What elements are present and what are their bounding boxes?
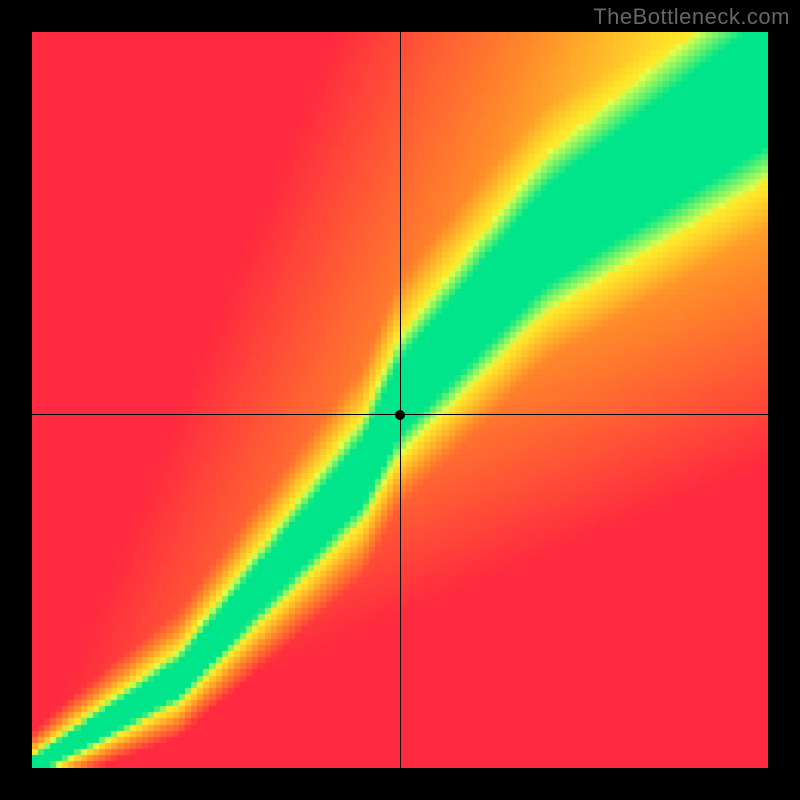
crosshair-vertical xyxy=(400,32,401,768)
crosshair-marker xyxy=(395,410,405,420)
watermark-text: TheBottleneck.com xyxy=(593,4,790,30)
plot-area xyxy=(32,32,768,768)
chart-container: TheBottleneck.com xyxy=(0,0,800,800)
